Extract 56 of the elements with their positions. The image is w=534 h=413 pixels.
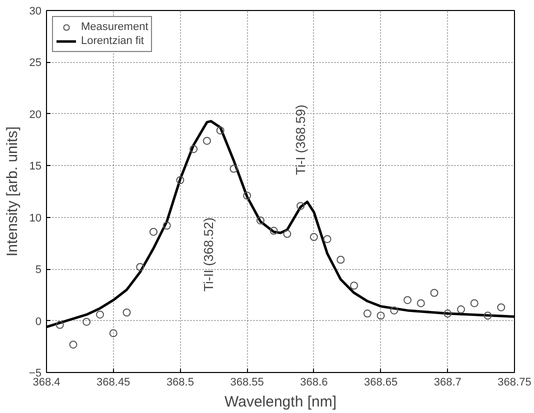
y-tick-label: −5 — [28, 368, 42, 380]
point — [230, 164, 238, 173]
point — [56, 320, 64, 329]
x-tick-label: 368.75 — [498, 376, 532, 388]
point — [243, 192, 252, 200]
point — [216, 126, 224, 134]
point — [430, 288, 438, 297]
point — [457, 305, 466, 314]
x-tick-label: 368.6 — [300, 376, 328, 388]
x-tick-label: 368.65 — [364, 376, 398, 388]
point — [444, 310, 452, 318]
x-tick-label: 368.4 — [32, 376, 60, 388]
y-tick-label: 5 — [35, 264, 42, 276]
point — [162, 222, 171, 230]
x-tick-label: 368.5 — [166, 376, 194, 388]
y-tick-label: 15 — [29, 160, 42, 173]
point — [350, 282, 358, 290]
y-tick-label: 0 — [35, 316, 42, 328]
point — [484, 312, 492, 320]
point — [202, 136, 211, 145]
point — [109, 329, 118, 338]
point — [69, 340, 78, 349]
legend-label: Lorentzian fit — [81, 34, 144, 48]
point — [296, 202, 305, 210]
point — [256, 216, 264, 224]
point — [82, 318, 91, 326]
point — [270, 226, 278, 235]
y-tick-label: 20 — [29, 108, 42, 121]
annotation: Ti-I (368.59) — [293, 104, 308, 176]
point — [497, 303, 506, 312]
x-axis-title: Wavelength [nm] — [224, 394, 337, 410]
point — [416, 299, 425, 308]
point — [323, 235, 332, 244]
point — [190, 145, 198, 154]
point — [283, 230, 292, 238]
y-tick-label: 10 — [29, 212, 42, 224]
point — [122, 308, 131, 317]
point — [96, 310, 104, 319]
point — [470, 299, 478, 308]
annotation: Ti-II (368.52) — [201, 218, 216, 292]
x-tick-label: 368.7 — [434, 376, 462, 388]
point — [376, 312, 385, 320]
point — [336, 256, 345, 264]
point — [310, 233, 318, 241]
legend-label: Measurement — [81, 20, 148, 34]
point — [136, 263, 144, 271]
y-tick-label: 30 — [29, 6, 42, 18]
point — [176, 176, 184, 184]
point — [404, 296, 412, 304]
point — [149, 228, 158, 236]
point — [363, 310, 372, 318]
y-axis-title: Intensity [arb. units] — [4, 126, 21, 257]
x-tick-label: 368.45 — [96, 376, 130, 388]
x-tick-label: 368.55 — [230, 376, 264, 388]
point — [390, 306, 398, 314]
y-tick-label: 25 — [29, 57, 42, 70]
